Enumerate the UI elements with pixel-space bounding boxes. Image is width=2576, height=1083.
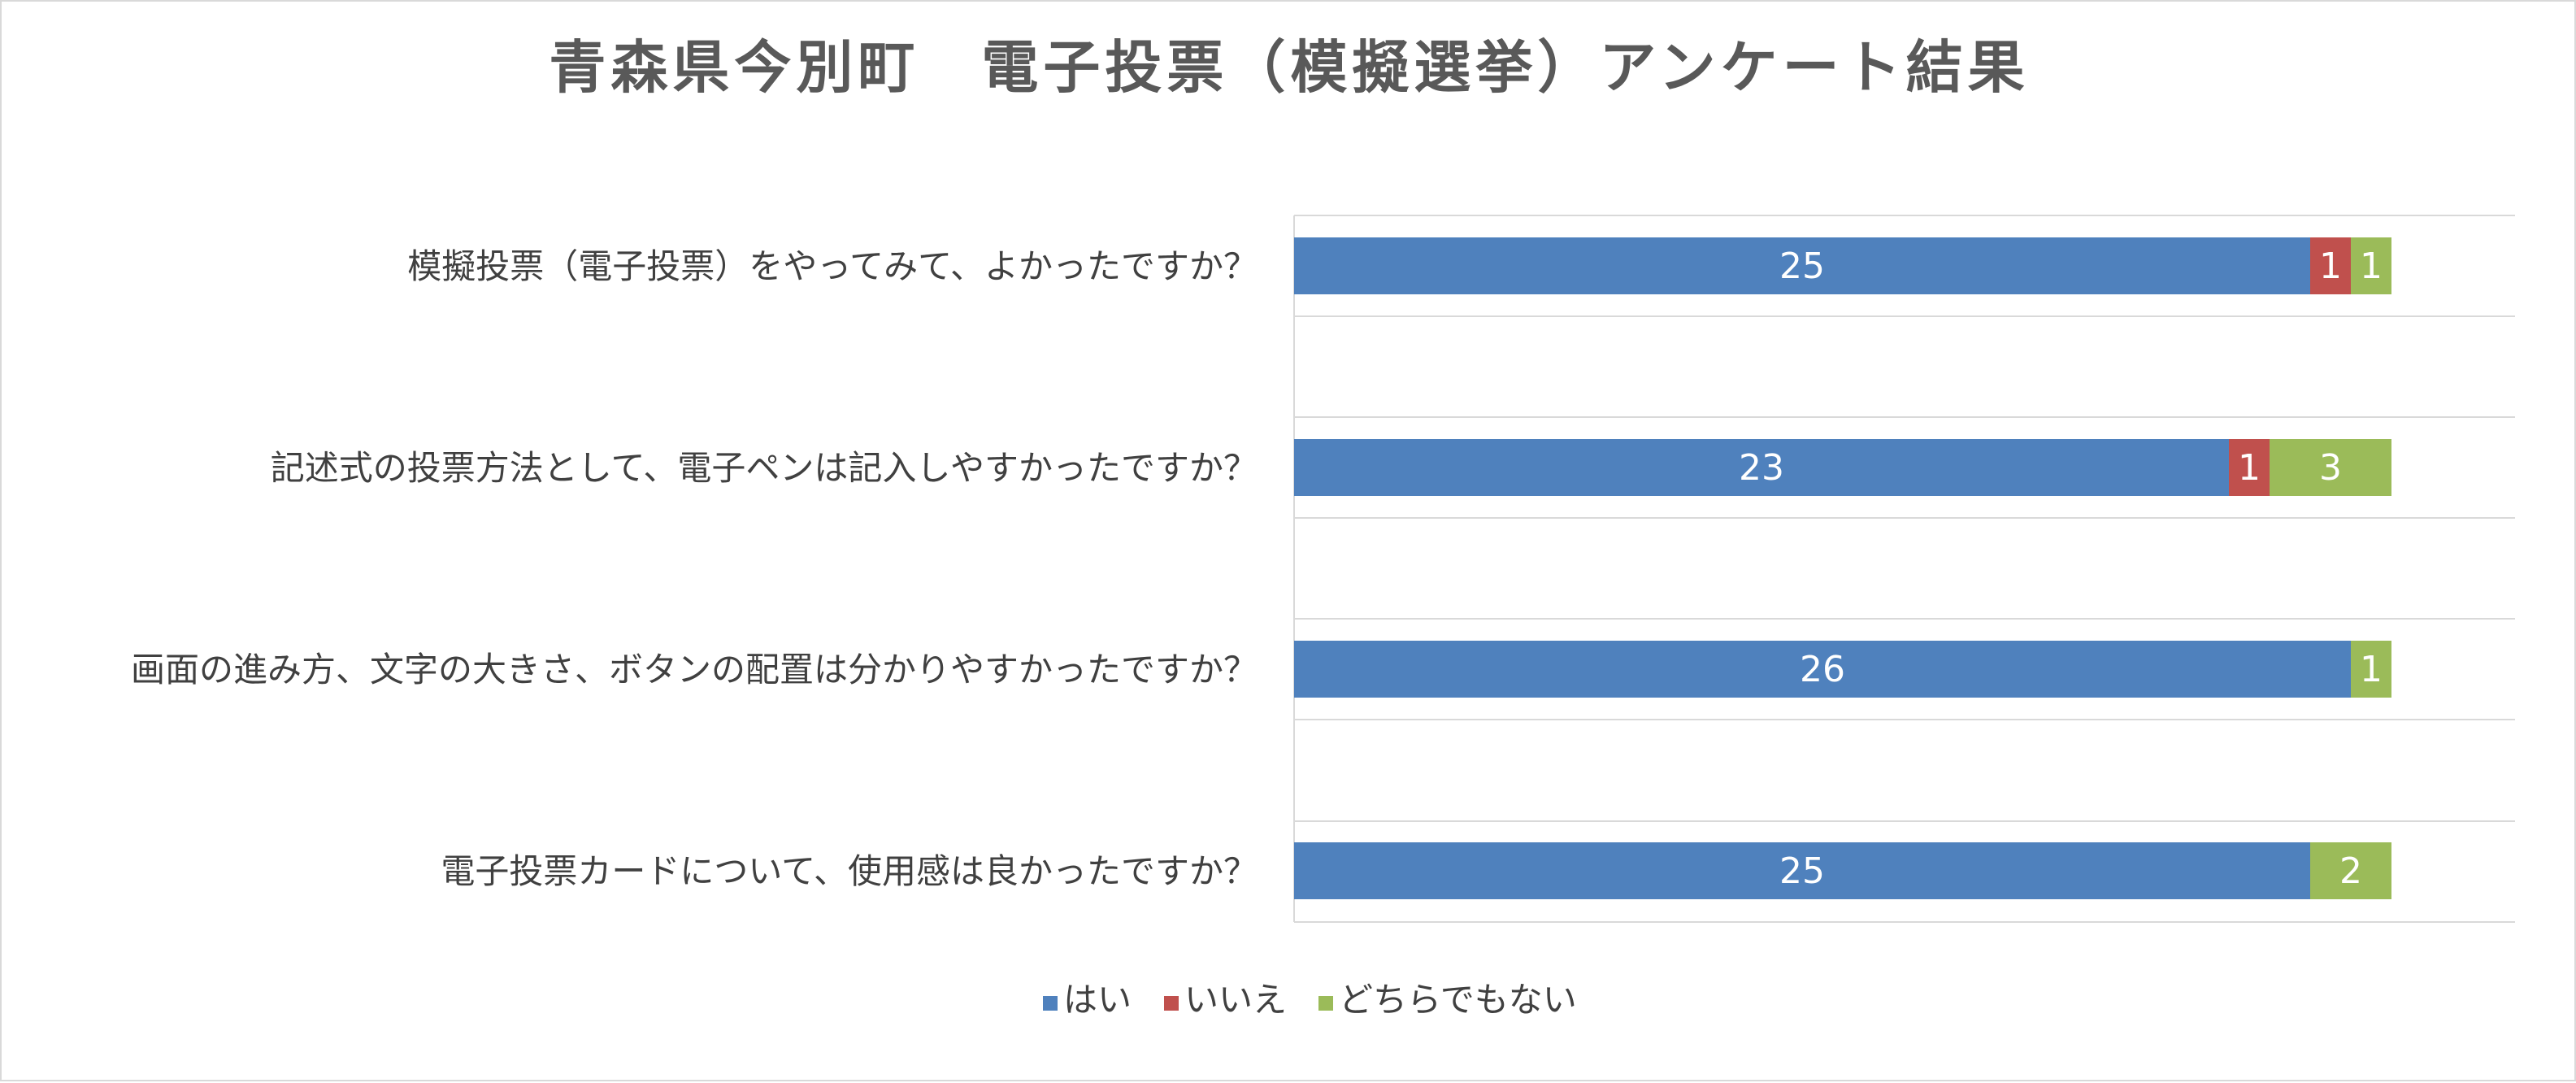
legend-swatch — [1164, 996, 1179, 1011]
data-label: 3 — [2319, 447, 2342, 489]
bar-segment — [1294, 842, 2310, 899]
bar-segment — [1294, 641, 2351, 698]
bar-segment — [2310, 237, 2351, 294]
bar-layer: 25 1 123 1 326 125 2 — [1294, 237, 2391, 899]
data-label: 25 — [1779, 246, 1825, 287]
data-label: 1 — [2238, 447, 2261, 489]
bar-segment — [2351, 641, 2391, 698]
legend-swatch — [1043, 996, 1058, 1011]
chart-title: 青森県今別町 電子投票（模擬選挙）アンケート結果 — [549, 34, 2029, 101]
legend-label: はい — [1063, 980, 1132, 1020]
bar-segment — [1294, 439, 2229, 496]
bar-segment — [2351, 237, 2391, 294]
category-labels: 模擬投票（電子投票）をやってみて、よかったですか？ 記述式の投票方法として、電子ペ… — [131, 246, 1258, 891]
legend-label: いいえ — [1184, 980, 1287, 1020]
category-label: 模擬投票（電子投票）をやってみて、よかったですか？ — [407, 246, 1258, 286]
legend-label: どちらでもない — [1339, 980, 1577, 1020]
bar-segment — [2270, 439, 2391, 496]
data-label: 1 — [2360, 246, 2383, 287]
legend: はい いいえ どちらでもない — [1043, 980, 1577, 1020]
data-label: 1 — [2360, 649, 2383, 690]
category-label: 画面の進み方、文字の大きさ、ボタンの配置は分かりやすかったですか？ — [131, 650, 1258, 689]
data-label: 26 — [1800, 649, 1845, 690]
bar-segment — [1294, 237, 2310, 294]
legend-swatch — [1318, 996, 1333, 1011]
data-label: 25 — [1779, 850, 1825, 892]
data-label: 23 — [1739, 447, 1784, 489]
grid-layer — [1293, 215, 2515, 923]
bar-segment — [2229, 439, 2270, 496]
data-label: 2 — [2339, 850, 2362, 892]
category-label: 記述式の投票方法として、電子ペンは記入しやすかったですか？ — [271, 448, 1258, 488]
category-label: 電子投票カードについて、使用感は良かったですか？ — [441, 851, 1258, 891]
bar-segment — [2310, 842, 2391, 899]
data-label: 1 — [2319, 246, 2342, 287]
